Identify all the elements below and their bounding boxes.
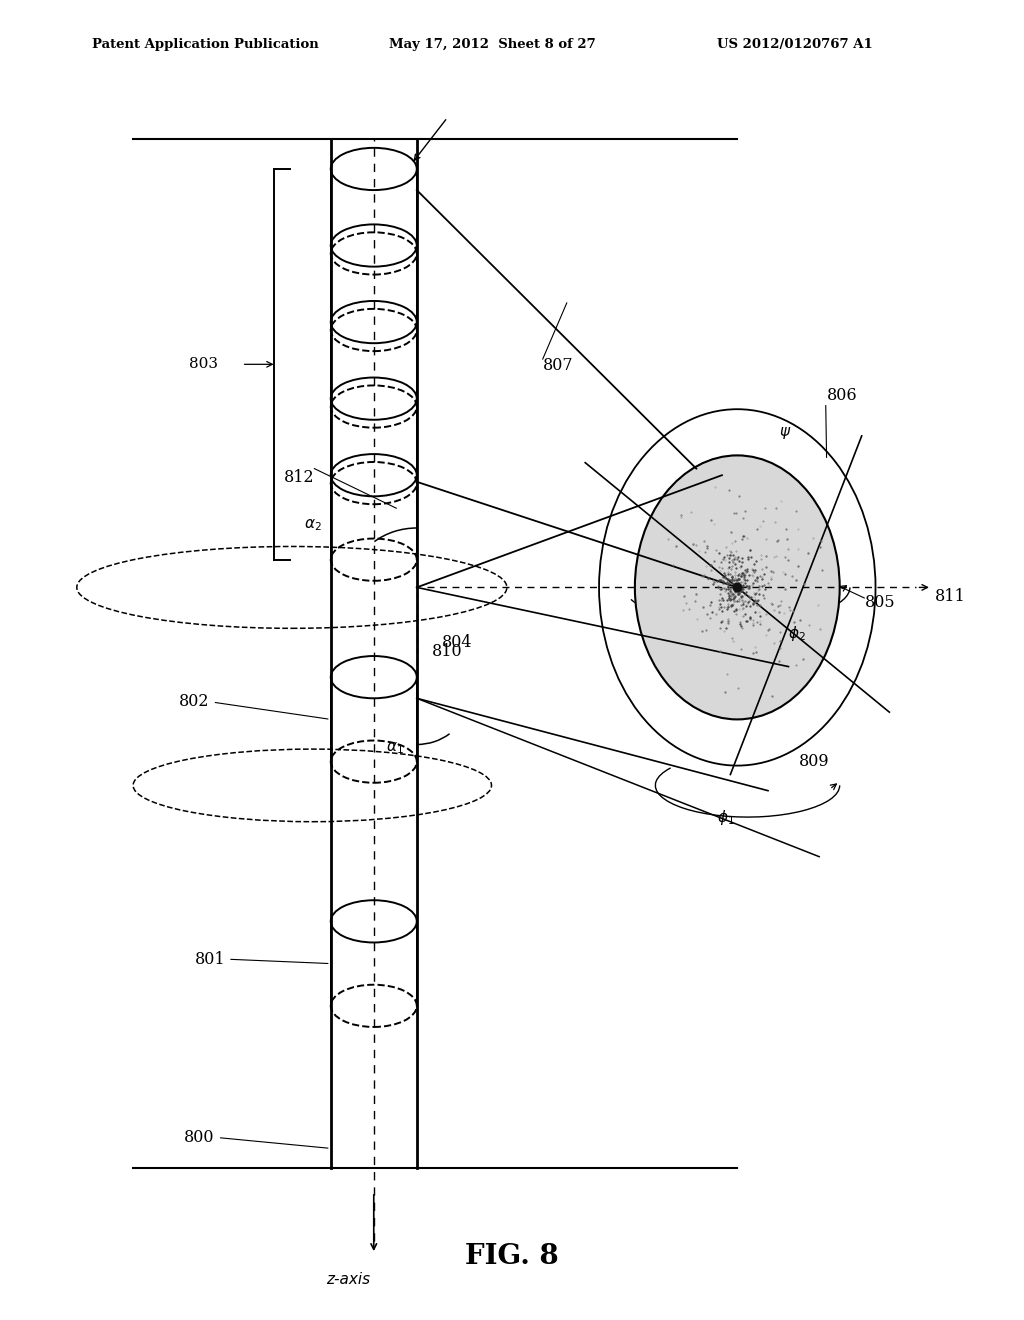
Text: 812: 812 <box>284 469 314 486</box>
Text: 801: 801 <box>195 950 328 968</box>
Text: $\alpha_2$: $\alpha_2$ <box>304 517 322 533</box>
Text: 806: 806 <box>827 387 858 404</box>
Text: z-axis: z-axis <box>326 1272 371 1287</box>
Circle shape <box>635 455 840 719</box>
Text: 804: 804 <box>442 634 473 651</box>
Text: 803: 803 <box>189 358 218 371</box>
Text: Patent Application Publication: Patent Application Publication <box>92 37 318 50</box>
Text: $\phi_2$: $\phi_2$ <box>788 623 806 643</box>
Text: 811: 811 <box>935 587 966 605</box>
Text: 805: 805 <box>865 594 896 611</box>
Text: $\psi$: $\psi$ <box>778 425 792 441</box>
Text: 802: 802 <box>179 693 328 719</box>
Text: 809: 809 <box>799 752 829 770</box>
Text: 800: 800 <box>184 1129 328 1148</box>
Text: 807: 807 <box>543 356 573 374</box>
Text: $\phi_1$: $\phi_1$ <box>717 808 734 828</box>
Text: May 17, 2012  Sheet 8 of 27: May 17, 2012 Sheet 8 of 27 <box>389 37 596 50</box>
Text: $\alpha_1$: $\alpha_1$ <box>386 741 403 756</box>
Text: FIG. 8: FIG. 8 <box>465 1243 559 1270</box>
Text: US 2012/0120767 A1: US 2012/0120767 A1 <box>717 37 872 50</box>
Text: 810: 810 <box>432 643 463 660</box>
